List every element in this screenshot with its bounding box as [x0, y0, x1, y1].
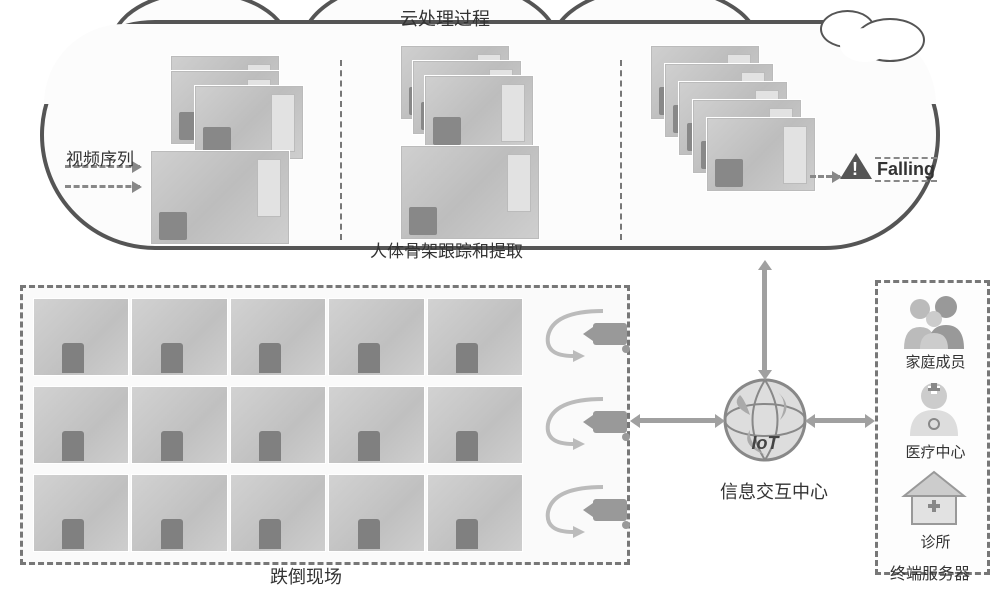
video-frame	[400, 145, 540, 240]
thumb	[131, 386, 227, 464]
thumb	[33, 298, 129, 376]
warning-icon: !	[840, 153, 872, 179]
terminal-label: 终端服务器	[890, 560, 970, 584]
cloud-deco	[840, 28, 890, 62]
iot-hub: IoT	[720, 375, 810, 465]
arrow-scene-iot	[640, 418, 715, 423]
clinic-label: 诊所	[878, 531, 993, 552]
family-icon	[898, 291, 970, 351]
thumb-row	[33, 298, 523, 376]
skeleton-label: 人体骨架跟踪和提取	[370, 237, 523, 262]
arrow-cloud-iot	[762, 270, 767, 370]
medical-icon	[898, 378, 970, 438]
thumb	[131, 474, 227, 552]
clinic-icon	[898, 468, 970, 528]
video-frame	[424, 75, 534, 150]
cloud-divider	[620, 60, 622, 240]
camera-icon	[593, 411, 627, 433]
arrow-head	[715, 414, 725, 428]
arrow-head	[805, 414, 815, 428]
camera-icon	[593, 499, 627, 521]
thumb	[230, 386, 326, 464]
medical-label: 医疗中心	[878, 441, 993, 462]
terminal-server-panel: 家庭成员 医疗中心 诊所	[875, 280, 990, 575]
arrow-iot-server	[815, 418, 865, 423]
arrow-head	[758, 260, 772, 270]
video-frame	[194, 85, 304, 160]
cloud-processing: ! Falling	[40, 20, 940, 250]
camera-icon	[593, 323, 627, 345]
thumb	[33, 474, 129, 552]
arrow-video-in	[65, 185, 140, 188]
thumb	[131, 298, 227, 376]
arrow-falling	[810, 175, 840, 178]
thumb	[33, 386, 129, 464]
thumb	[328, 298, 424, 376]
cloud-divider	[340, 60, 342, 240]
video-frame	[706, 117, 816, 192]
family-label: 家庭成员	[878, 351, 993, 372]
video-frame	[150, 150, 290, 245]
arrow-head	[758, 370, 772, 380]
arrow-head	[630, 414, 640, 428]
thumb	[427, 298, 523, 376]
fall-scene-label: 跌倒现场	[270, 563, 342, 589]
thumb	[328, 474, 424, 552]
cloud-title: 云处理过程	[400, 5, 490, 31]
thumb	[427, 474, 523, 552]
thumb	[427, 386, 523, 464]
falling-badge: Falling	[875, 157, 937, 182]
thumb-row	[33, 386, 523, 464]
video-seq-label: 视频序列	[66, 145, 134, 170]
thumb	[230, 298, 326, 376]
thumb	[328, 386, 424, 464]
hub-label: 信息交互中心	[720, 478, 828, 504]
thumb	[230, 474, 326, 552]
thumb-row	[33, 474, 523, 552]
iot-label: IoT	[720, 433, 810, 454]
arrow-head	[865, 414, 875, 428]
fall-scene-panel	[20, 285, 630, 565]
